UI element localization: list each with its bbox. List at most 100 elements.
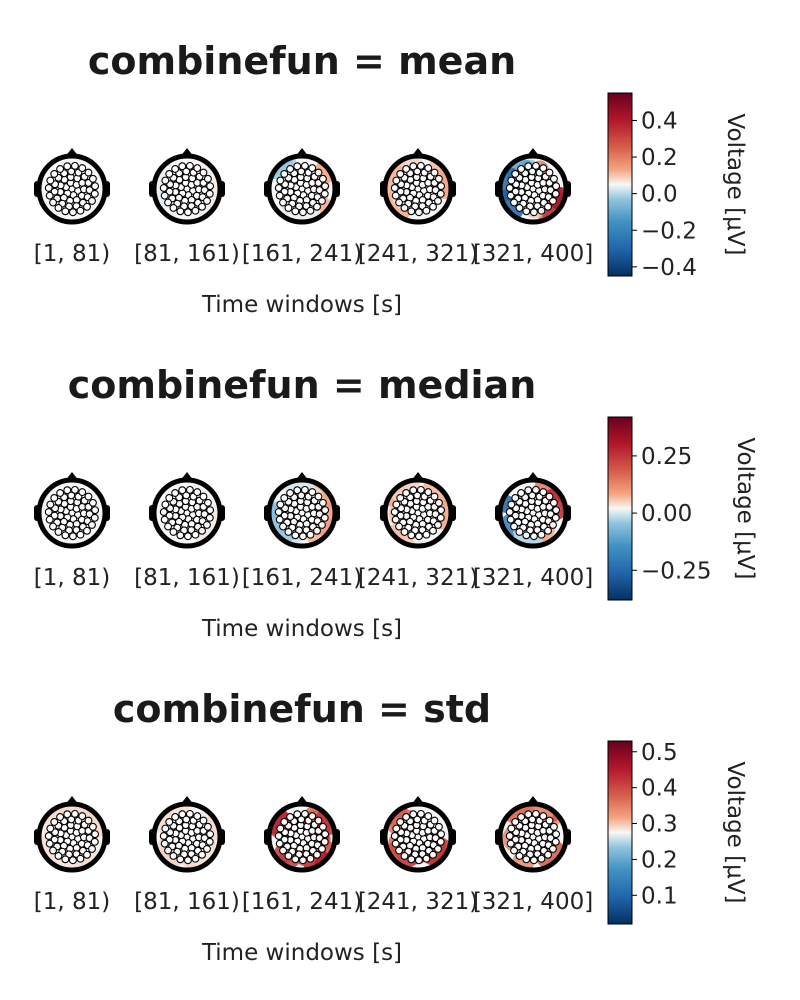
- electrode: [531, 809, 540, 818]
- electrode: [414, 856, 423, 865]
- electrode: [161, 176, 170, 185]
- electrode: [511, 169, 520, 178]
- left-ear: [34, 829, 40, 845]
- electrode: [318, 822, 327, 831]
- electrode: [545, 492, 554, 501]
- electrode: [413, 815, 422, 824]
- right-ear: [450, 829, 456, 845]
- time-window-label: [161, 241): [242, 241, 362, 267]
- electrode: [422, 206, 431, 215]
- nose: [295, 148, 309, 157]
- electrode: [276, 500, 285, 509]
- electrode: [539, 164, 548, 173]
- electrode: [68, 856, 77, 865]
- electrode: [552, 182, 561, 191]
- electrode: [286, 489, 295, 497]
- colorbar-tick-label: −0.2: [641, 218, 697, 244]
- colorbar-label: Voltage [μV]: [722, 762, 748, 904]
- topoplot-head: [149, 472, 225, 549]
- colorbar-tick-label: 0.5: [641, 740, 678, 766]
- electrode: [314, 168, 323, 177]
- electrode: [203, 196, 211, 205]
- electrode: [506, 191, 515, 200]
- colorbar-tick-label: 0.2: [641, 145, 678, 171]
- electrode: [159, 184, 168, 192]
- right-ear: [565, 829, 571, 845]
- electrode: [308, 488, 317, 497]
- electrode: [424, 164, 433, 173]
- electrode: [88, 196, 96, 205]
- electrode: [90, 189, 99, 198]
- electrode: [68, 532, 77, 541]
- electrode: [392, 824, 401, 833]
- electrode: [200, 834, 209, 843]
- nose: [526, 796, 540, 805]
- electrode: [422, 854, 431, 863]
- electrode: [507, 176, 516, 185]
- right-ear: [104, 829, 110, 845]
- electrodes: [390, 161, 446, 217]
- electrode: [67, 167, 76, 176]
- electrode: [88, 822, 97, 831]
- electrode: [546, 510, 555, 519]
- electrode: [78, 164, 87, 173]
- electrode: [531, 485, 540, 494]
- electrode: [308, 164, 317, 173]
- left-ear: [264, 505, 270, 521]
- electrode: [306, 530, 315, 539]
- electrode: [545, 168, 554, 177]
- electrode: [274, 508, 283, 516]
- electrode: [416, 485, 425, 494]
- electrode: [409, 810, 418, 819]
- electrode: [315, 834, 324, 843]
- electrode: [391, 515, 400, 524]
- time-window-label: [241, 321): [358, 565, 478, 591]
- electrode: [320, 513, 329, 522]
- electrode: [400, 203, 409, 212]
- electrode: [164, 522, 172, 531]
- electrode: [165, 817, 174, 826]
- electrode: [46, 500, 55, 509]
- electrode: [414, 532, 423, 541]
- electrode: [402, 489, 411, 497]
- time-window-label: [81, 161): [134, 889, 240, 915]
- electrode: [320, 189, 329, 198]
- electrode: [434, 822, 443, 831]
- electrode: [291, 207, 300, 216]
- electrode: [321, 830, 330, 839]
- electrode: [318, 196, 326, 205]
- electrode: [407, 531, 416, 540]
- electrode: [70, 809, 79, 818]
- electrode: [76, 530, 85, 539]
- electrode: [203, 174, 212, 183]
- electrode: [203, 498, 212, 507]
- electrode: [416, 809, 425, 818]
- electrodes: [390, 485, 446, 541]
- electrode: [515, 851, 524, 860]
- electrode: [161, 824, 170, 833]
- electrode: [552, 830, 561, 839]
- electrode: [552, 506, 561, 515]
- colorbar: 0.25 0.00 −0.25 Voltage [μV]: [607, 416, 758, 601]
- electrode: [198, 526, 206, 535]
- electrode: [45, 515, 54, 524]
- electrode: [436, 837, 445, 846]
- electrode: [413, 167, 422, 176]
- left-ear: [149, 829, 155, 845]
- electrode: [50, 169, 59, 178]
- electrode: [429, 526, 437, 535]
- electrode: [306, 854, 315, 863]
- electrode: [56, 165, 65, 173]
- electrode: [284, 851, 293, 860]
- electrode: [83, 850, 91, 859]
- electrode: [505, 832, 514, 840]
- right-ear: [450, 181, 456, 197]
- nose: [411, 796, 425, 805]
- electrode: [315, 510, 324, 519]
- electrode: [297, 167, 306, 176]
- nose: [180, 472, 194, 481]
- electrode: [522, 207, 531, 216]
- electrode: [431, 510, 440, 519]
- electrode: [505, 508, 514, 516]
- left-ear: [264, 829, 270, 845]
